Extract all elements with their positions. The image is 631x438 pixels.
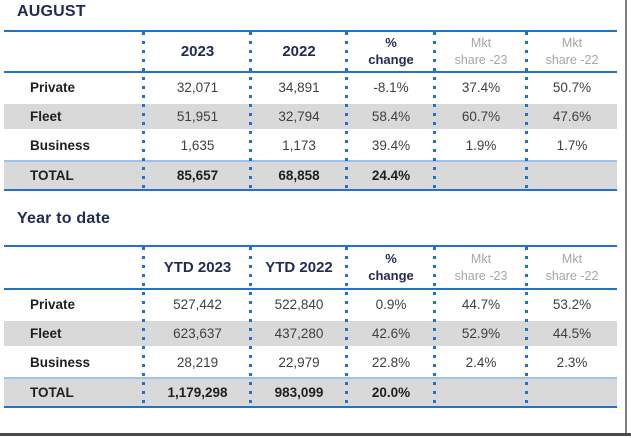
value-prior: 68,858 bbox=[278, 168, 320, 183]
value-mkt-prior: 2.3% bbox=[556, 355, 588, 370]
value-current: 1,635 bbox=[180, 138, 215, 153]
value-prior: 437,280 bbox=[274, 326, 324, 341]
mkt-prior-line2: share -22 bbox=[545, 52, 599, 67]
row-label: Fleet bbox=[30, 326, 62, 341]
header-cell-year-prior: 2022 bbox=[282, 43, 316, 60]
mkt-current-line2: share -23 bbox=[454, 52, 508, 67]
value-mkt-current: 52.9% bbox=[461, 326, 501, 341]
mkt-prior-line2: share -22 bbox=[545, 268, 599, 283]
value-prior: 34,891 bbox=[278, 80, 320, 95]
section-title-august: AUGUST bbox=[17, 3, 86, 20]
column-separator-dotted bbox=[345, 32, 348, 189]
column-separator-dotted bbox=[142, 247, 145, 406]
column-separator-dotted bbox=[433, 32, 436, 189]
mkt-current-line1: Mkt bbox=[470, 36, 492, 51]
value-pct-change: 24.4% bbox=[371, 168, 411, 183]
row-label: Private bbox=[30, 80, 76, 95]
table-row-private: Private 32,071 34,891 -8.1% 37.4% 50.7% bbox=[4, 73, 617, 102]
pct-change-line2: change bbox=[368, 267, 414, 283]
value-mkt-current: 1.9% bbox=[465, 138, 497, 153]
value-current: 28,219 bbox=[176, 355, 219, 370]
column-separator-dotted bbox=[433, 247, 436, 406]
header-cell-pct-change: % change bbox=[347, 251, 435, 285]
value-mkt-current: 60.7% bbox=[461, 109, 501, 124]
value-pct-change: 22.8% bbox=[371, 355, 411, 370]
value-current: 527,442 bbox=[173, 297, 222, 312]
ytd-table: YTD 2023 YTD 2022 % change Mkt share -23… bbox=[4, 245, 617, 408]
value-mkt-prior: 50.7% bbox=[552, 80, 592, 95]
table-row-total: TOTAL 1,179,298 983,099 20.0% bbox=[4, 377, 617, 406]
value-current: 85,657 bbox=[176, 168, 219, 183]
column-separator-dotted bbox=[249, 247, 252, 406]
row-label: Private bbox=[30, 297, 76, 312]
value-pct-change: 0.9% bbox=[375, 297, 407, 312]
row-label: Business bbox=[30, 138, 91, 153]
value-prior: 22,979 bbox=[278, 355, 320, 370]
value-prior: 983,099 bbox=[274, 385, 324, 400]
row-label: Fleet bbox=[30, 109, 62, 124]
value-pct-change: -8.1% bbox=[373, 80, 409, 95]
page-bottom-border bbox=[0, 433, 631, 436]
value-mkt-prior: 47.6% bbox=[552, 109, 592, 124]
value-mkt-current: 44.7% bbox=[461, 297, 501, 312]
value-pct-change: 42.6% bbox=[371, 326, 411, 341]
value-mkt-current: 2.4% bbox=[465, 355, 497, 370]
header-cell-mkt-share-prior: Mkt share -22 bbox=[527, 251, 617, 284]
table-row-business: Business 28,219 22,979 22.8% 2.4% 2.3% bbox=[4, 348, 617, 377]
column-separator-dotted bbox=[345, 247, 348, 406]
table-row-total: TOTAL 85,657 68,858 24.4% bbox=[4, 160, 617, 189]
column-separator-dotted bbox=[525, 32, 528, 189]
mkt-current-line2: share -23 bbox=[454, 268, 508, 283]
pct-change-line2: change bbox=[368, 51, 414, 67]
value-prior: 522,840 bbox=[274, 297, 324, 312]
header-cell-pct-change: % change bbox=[347, 35, 435, 69]
header-cell-year-current: YTD 2023 bbox=[163, 259, 232, 276]
value-current: 1,179,298 bbox=[167, 385, 228, 400]
value-mkt-prior: 53.2% bbox=[552, 297, 592, 312]
table-row-fleet: Fleet 51,951 32,794 58.4% 60.7% 47.6% bbox=[4, 102, 617, 131]
value-current: 51,951 bbox=[176, 109, 219, 124]
column-separator-dotted bbox=[249, 32, 252, 189]
header-cell-mkt-share-current: Mkt share -23 bbox=[435, 251, 527, 284]
value-prior: 1,173 bbox=[282, 138, 316, 153]
value-mkt-prior: 44.5% bbox=[552, 326, 592, 341]
header-cell-year-prior: YTD 2022 bbox=[265, 259, 333, 276]
value-mkt-prior: 1.7% bbox=[556, 138, 588, 153]
mkt-prior-line1: Mkt bbox=[561, 36, 583, 51]
column-separator-dotted bbox=[525, 247, 528, 406]
row-label: TOTAL bbox=[30, 168, 74, 183]
header-cell-year-current: 2023 bbox=[180, 43, 215, 60]
ytd-table-header-row: YTD 2023 YTD 2022 % change Mkt share -23… bbox=[4, 247, 617, 290]
table-row-private: Private 527,442 522,840 0.9% 44.7% 53.2% bbox=[4, 290, 617, 319]
column-separator-dotted bbox=[142, 32, 145, 189]
row-label: TOTAL bbox=[30, 385, 74, 400]
august-table: 2023 2022 % change Mkt share -23 Mkt sha… bbox=[4, 30, 617, 191]
value-prior: 32,794 bbox=[278, 109, 320, 124]
value-current: 623,637 bbox=[173, 326, 222, 341]
pct-change-line1: % bbox=[385, 250, 397, 266]
section-title-year-to-date: Year to date bbox=[17, 210, 111, 227]
page-right-border bbox=[625, 0, 627, 436]
value-current: 32,071 bbox=[176, 80, 219, 95]
value-pct-change: 58.4% bbox=[371, 109, 411, 124]
mkt-current-line1: Mkt bbox=[470, 252, 492, 267]
header-cell-mkt-share-prior: Mkt share -22 bbox=[527, 35, 617, 68]
table-row-business: Business 1,635 1,173 39.4% 1.9% 1.7% bbox=[4, 131, 617, 160]
table-row-fleet: Fleet 623,637 437,280 42.6% 52.9% 44.5% bbox=[4, 319, 617, 348]
row-label: Business bbox=[30, 355, 91, 370]
pct-change-line1: % bbox=[385, 34, 397, 50]
august-table-header-row: 2023 2022 % change Mkt share -23 Mkt sha… bbox=[4, 32, 617, 73]
value-pct-change: 20.0% bbox=[371, 385, 411, 400]
header-cell-mkt-share-current: Mkt share -23 bbox=[435, 35, 527, 68]
value-pct-change: 39.4% bbox=[371, 138, 411, 153]
value-mkt-current: 37.4% bbox=[461, 80, 501, 95]
mkt-prior-line1: Mkt bbox=[561, 252, 583, 267]
